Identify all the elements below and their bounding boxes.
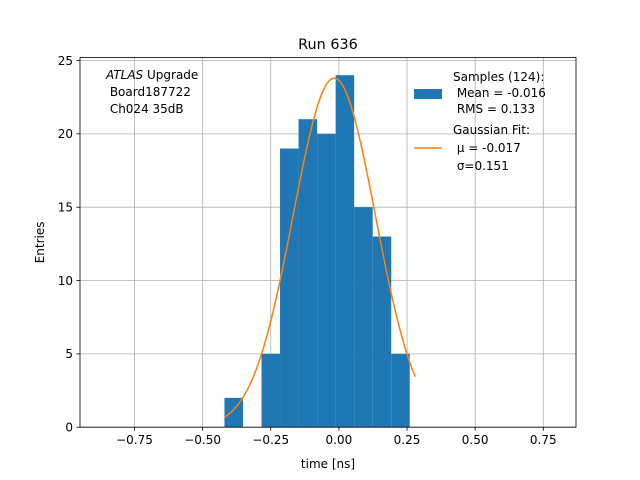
legend-fit-title: Gaussian Fit:	[453, 123, 530, 137]
x-tick-label: 0.25	[394, 433, 421, 447]
legend: Samples (124): Mean = -0.016 RMS = 0.133…	[414, 70, 546, 173]
y-tick-label: 0	[65, 421, 73, 435]
legend-samples-rms: RMS = 0.133	[453, 102, 535, 116]
y-axis-label: Entries	[33, 222, 47, 264]
upgrade-label: Upgrade	[143, 68, 198, 82]
legend-samples-title: Samples (124):	[453, 70, 544, 84]
histogram-bar	[372, 236, 392, 428]
histogram-bar	[335, 75, 355, 428]
axis-ticks: −0.75 −0.50 −0.25 0.00 0.25 0.50 0.75 0 5 10 15 20 2…	[58, 54, 557, 447]
legend-fit-mu: μ = -0.017	[453, 141, 521, 155]
x-axis-label: time [ns]	[301, 457, 355, 471]
atlas-label: ATLAS	[105, 68, 144, 82]
chart-title: Run 636	[298, 37, 358, 53]
histogram-bar	[317, 133, 336, 428]
legend-fit-sigma: σ=0.151	[453, 159, 509, 173]
histogram-bar	[261, 353, 281, 428]
histogram-bar	[298, 119, 318, 428]
legend-samples-patch	[414, 89, 442, 99]
x-tick-label: 0.00	[326, 433, 353, 447]
gaussian-fit-layer	[224, 77, 416, 418]
y-tick-label: 15	[58, 201, 73, 215]
atlas-annotation-board: Board187722	[106, 85, 191, 99]
y-tick-label: 20	[58, 127, 73, 141]
histogram-bars	[224, 75, 410, 428]
x-tick-label: 0.75	[530, 433, 557, 447]
y-tick-label: 5	[65, 347, 73, 361]
x-tick-label: 0.50	[462, 433, 489, 447]
histogram-bar	[391, 353, 410, 428]
x-tick-label: −0.75	[116, 433, 153, 447]
x-tick-label: −0.25	[252, 433, 289, 447]
y-tick-label: 10	[58, 274, 73, 288]
histogram-bar	[354, 207, 373, 428]
y-tick-label: 25	[58, 54, 73, 68]
histogram-bar	[280, 148, 299, 428]
gaussian-fit-curve	[224, 77, 416, 418]
legend-samples-mean: Mean = -0.016	[453, 86, 546, 100]
plot-frame	[79, 57, 577, 428]
atlas-annotation-channel: Ch024 35dB	[106, 102, 184, 116]
atlas-annotation-line1: ATLAS Upgrade	[105, 68, 198, 82]
x-tick-label: −0.50	[184, 433, 221, 447]
